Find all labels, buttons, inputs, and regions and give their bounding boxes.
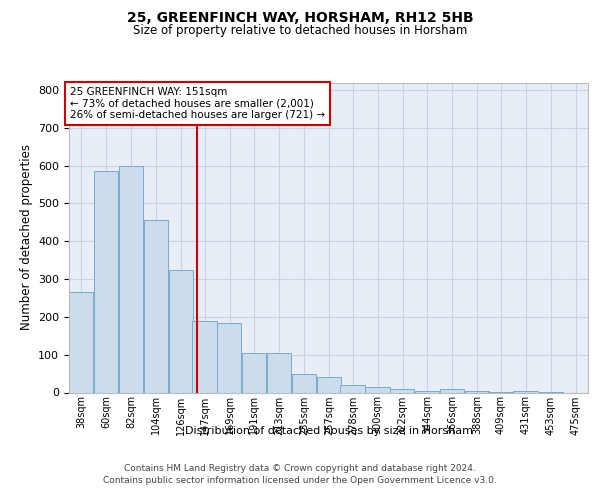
Text: Contains HM Land Registry data © Crown copyright and database right 2024.: Contains HM Land Registry data © Crown c…: [124, 464, 476, 473]
Bar: [69, 292, 94, 392]
Bar: [440, 388, 464, 392]
Text: 25 GREENFINCH WAY: 151sqm
← 73% of detached houses are smaller (2,001)
26% of se: 25 GREENFINCH WAY: 151sqm ← 73% of detac…: [70, 87, 325, 120]
Text: 25, GREENFINCH WAY, HORSHAM, RH12 5HB: 25, GREENFINCH WAY, HORSHAM, RH12 5HB: [127, 11, 473, 25]
Text: Distribution of detached houses by size in Horsham: Distribution of detached houses by size …: [185, 426, 473, 436]
Bar: [317, 378, 341, 392]
Bar: [514, 390, 538, 392]
Bar: [169, 270, 193, 392]
Y-axis label: Number of detached properties: Number of detached properties: [20, 144, 32, 330]
Bar: [143, 220, 168, 392]
Bar: [267, 353, 291, 393]
Bar: [465, 390, 489, 392]
Bar: [415, 390, 439, 392]
Text: Size of property relative to detached houses in Horsham: Size of property relative to detached ho…: [133, 24, 467, 37]
Bar: [365, 387, 389, 392]
Bar: [217, 322, 241, 392]
Bar: [292, 374, 316, 392]
Text: Contains public sector information licensed under the Open Government Licence v3: Contains public sector information licen…: [103, 476, 497, 485]
Bar: [390, 388, 415, 392]
Bar: [192, 320, 217, 392]
Bar: [94, 172, 118, 392]
Bar: [119, 166, 143, 392]
Bar: [340, 385, 365, 392]
Bar: [242, 353, 266, 393]
